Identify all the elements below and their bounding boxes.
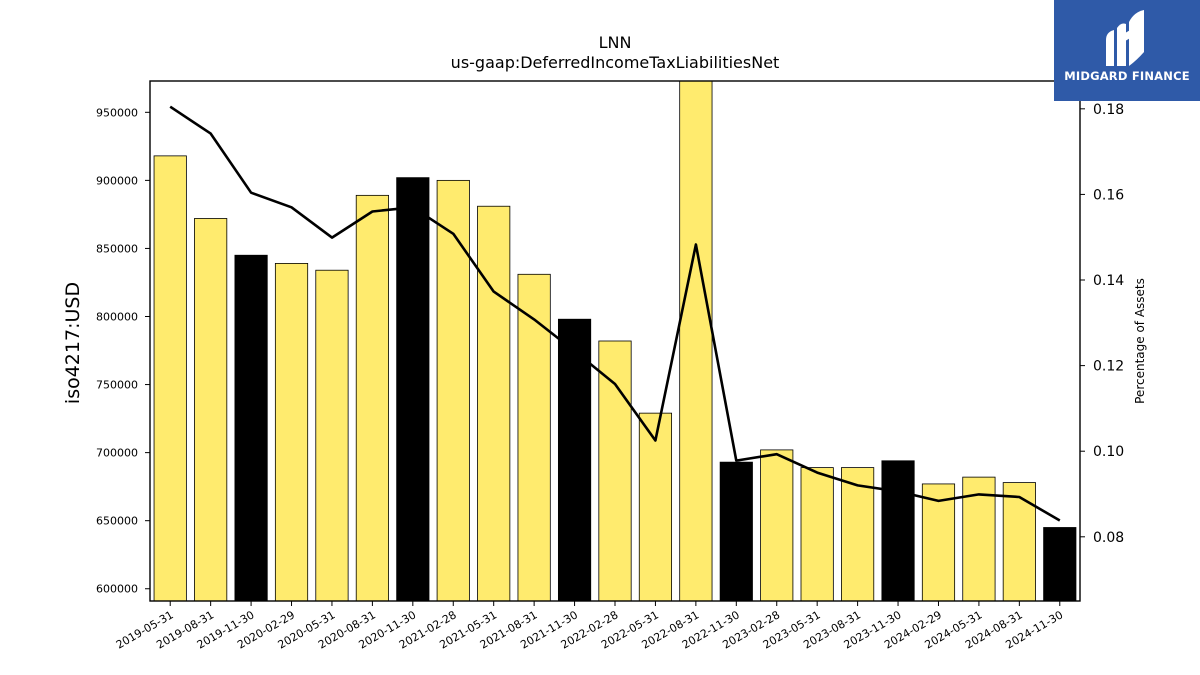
bar-2021-11-30	[557, 318, 592, 601]
y-axis-label: iso4217:USD	[62, 282, 84, 404]
chart-subtitle: us-gaap:DeferredIncomeTaxLiabilitiesNet	[451, 53, 780, 72]
bar-2021-08-31	[517, 273, 551, 601]
bar-2022-05-31	[638, 412, 673, 601]
y2-tick-label: 0.18	[1093, 102, 1124, 118]
bar-2022-08-31	[679, 81, 713, 601]
bar-2019-11-30	[234, 254, 268, 601]
midgard-finance-logo: MIDGARD FINANCE	[1054, 0, 1200, 101]
percentage-of-assets-line	[169, 105, 1061, 522]
y-tick-label: 650000	[96, 515, 138, 528]
bars-group	[153, 81, 1077, 601]
chart-title: LNN	[599, 33, 632, 52]
bar-2021-05-31	[477, 205, 511, 601]
y2-tick-label: 0.08	[1093, 530, 1124, 546]
midgard-logo-icon	[1106, 10, 1144, 66]
line-series-group	[169, 105, 1061, 522]
y2-tick-label: 0.16	[1093, 187, 1124, 203]
y-tick-label: 750000	[96, 379, 138, 392]
bar-2020-11-30	[396, 177, 430, 601]
y-tick-label: 950000	[96, 106, 138, 119]
y2-tick-label: 0.12	[1093, 359, 1124, 375]
bar-2020-02-29	[274, 263, 309, 601]
bar-2020-05-31	[315, 269, 349, 601]
y-tick-label: 900000	[96, 174, 138, 187]
bar-2024-08-31	[1002, 482, 1036, 601]
bar-2021-02-28	[436, 179, 470, 601]
bar-2022-11-30	[719, 461, 753, 601]
y-tick-label: 600000	[96, 583, 138, 596]
bar-2023-08-31	[841, 467, 875, 601]
bar-2023-02-28	[760, 449, 794, 601]
bar-2023-11-30	[881, 460, 915, 601]
logo-text: MIDGARD FINANCE	[1064, 69, 1190, 83]
bar-2019-05-31	[153, 155, 187, 601]
bar-2019-08-31	[194, 218, 228, 601]
y-tick-label: 850000	[96, 242, 138, 255]
bar-2024-02-29	[921, 483, 956, 601]
y2-axis-label: Percentage of Assets	[1133, 278, 1147, 404]
bar-2023-05-31	[800, 467, 834, 601]
y2-tick-label: 0.10	[1093, 444, 1124, 460]
y2-tick-label: 0.14	[1093, 273, 1124, 289]
bar-2022-02-28	[598, 340, 632, 601]
y-tick-label: 700000	[96, 447, 138, 460]
y-tick-label: 800000	[96, 310, 138, 323]
bar-2024-11-30	[1043, 527, 1077, 601]
bar-2020-08-31	[355, 194, 389, 601]
